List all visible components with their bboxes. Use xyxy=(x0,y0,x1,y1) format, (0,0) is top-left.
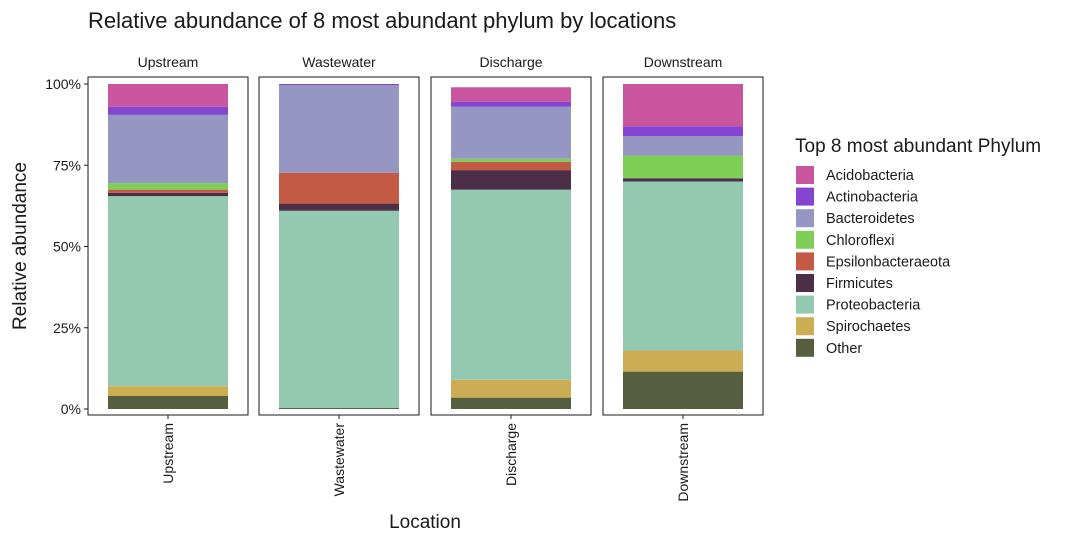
bar-segment-upstream-actinobacteria xyxy=(108,106,228,115)
bar-segment-downstream-acidobacteria xyxy=(623,84,743,127)
legend-swatch xyxy=(796,295,814,314)
bar-segment-downstream-proteobacteria xyxy=(623,181,743,351)
y-tick-label: 0% xyxy=(61,401,81,417)
facet-panel-discharge: Discharge Discharge xyxy=(430,54,592,486)
y-axis-label: Relative abundance xyxy=(10,162,31,330)
legend-item-firmicutes: Firmicutes xyxy=(796,274,893,292)
bar-segment-wastewater-actinobacteria xyxy=(279,84,399,85)
legend-item-spirochaetes: Spirochaetes xyxy=(796,317,911,336)
legend-swatch xyxy=(796,317,814,336)
legend-swatch xyxy=(796,338,814,357)
facet-panel-downstream: Downstream Downstream xyxy=(602,54,764,502)
legend: Top 8 most abundant Phylum Acidobacteria… xyxy=(795,136,1041,357)
facet-panel-wastewater: Wastewater Wastewater xyxy=(258,54,420,497)
bar-segment-discharge-actinobacteria xyxy=(451,101,571,107)
legend-label: Spirochaetes xyxy=(826,319,911,335)
legend-label: Bacteroidetes xyxy=(826,211,915,227)
legend-item-other: Other xyxy=(796,338,862,357)
bar-segment-discharge-acidobacteria xyxy=(451,87,571,102)
bar-segment-upstream-chloroflexi xyxy=(108,183,228,190)
legend-swatch xyxy=(796,166,814,184)
bar-segment-upstream-acidobacteria xyxy=(108,84,228,107)
x-tick-label-wastewater: Wastewater xyxy=(331,423,347,497)
bar-segment-downstream-spirochaetes xyxy=(623,350,743,372)
facet-label-downstream: Downstream xyxy=(644,54,723,70)
facet-panels: Upstream Upstream Wastewater Wastewater Disc… xyxy=(87,54,764,502)
facet-label-discharge: Discharge xyxy=(479,54,542,70)
bar-segment-discharge-other xyxy=(451,397,571,409)
y-tick-label: 100% xyxy=(45,76,81,92)
chart-title: Relative abundance of 8 most abundant ph… xyxy=(88,8,676,33)
legend-item-actinobacteria: Actinobacteria xyxy=(796,187,919,206)
x-tick-label-upstream: Upstream xyxy=(160,423,176,484)
bar-segment-discharge-spirochaetes xyxy=(451,379,571,398)
legend-item-bacteroidetes: Bacteroidetes xyxy=(796,209,915,228)
legend-swatch xyxy=(796,209,814,228)
legend-swatch xyxy=(796,187,814,206)
bar-segment-upstream-bacteroidetes xyxy=(108,114,228,184)
bar-segment-upstream-spirochaetes xyxy=(108,386,228,396)
legend-swatch xyxy=(796,274,814,292)
y-tick-label: 75% xyxy=(53,157,81,173)
legend-item-chloroflexi: Chloroflexi xyxy=(796,230,895,249)
bar-segment-upstream-firmicutes xyxy=(108,192,228,197)
x-tick-label-downstream: Downstream xyxy=(675,423,691,502)
bar-segment-upstream-epsilonbacteraeota xyxy=(108,189,228,193)
y-tick-label: 25% xyxy=(53,320,81,336)
x-axis-label: Location xyxy=(389,512,461,533)
bar-segment-downstream-bacteroidetes xyxy=(623,136,743,156)
bar-segment-discharge-proteobacteria xyxy=(451,189,571,380)
bar-segment-discharge-bacteroidetes xyxy=(451,106,571,159)
bar-segment-downstream-actinobacteria xyxy=(623,126,743,136)
bar-segment-wastewater-firmicutes xyxy=(279,203,399,211)
legend-label: Actinobacteria xyxy=(826,190,919,206)
legend-item-epsilonbacteraeota: Epsilonbacteraeota xyxy=(796,252,951,271)
bar-segment-downstream-firmicutes xyxy=(623,178,743,182)
legend-item-acidobacteria: Acidobacteria xyxy=(796,166,915,184)
bar-segment-wastewater-bacteroidetes xyxy=(279,84,399,173)
bar-segment-wastewater-epsilonbacteraeota xyxy=(279,172,399,204)
bar-segment-wastewater-proteobacteria xyxy=(279,210,399,409)
bar-segment-discharge-chloroflexi xyxy=(451,158,571,162)
legend-label: Acidobacteria xyxy=(826,168,915,184)
legend-label: Proteobacteria xyxy=(826,298,921,314)
bar-segment-downstream-chloroflexi xyxy=(623,155,743,179)
legend-label: Other xyxy=(826,341,862,357)
legend-swatch xyxy=(796,230,814,249)
facet-label-wastewater: Wastewater xyxy=(302,54,376,70)
bar-segment-discharge-epsilonbacteraeota xyxy=(451,162,571,171)
y-axis: 0% 25% 50% 75% 100% xyxy=(45,76,88,417)
legend-item-proteobacteria: Proteobacteria xyxy=(796,295,921,314)
bar-segment-discharge-firmicutes xyxy=(451,170,571,190)
legend-title: Top 8 most abundant Phylum xyxy=(795,136,1041,157)
facet-label-upstream: Upstream xyxy=(138,54,199,70)
legend-swatch xyxy=(796,252,814,271)
x-tick-label-discharge: Discharge xyxy=(503,423,519,486)
facet-panel-upstream: Upstream Upstream xyxy=(87,54,249,484)
bar-segment-upstream-other xyxy=(108,396,228,409)
bar-segment-downstream-other xyxy=(623,371,743,409)
bar-segment-upstream-proteobacteria xyxy=(108,196,228,387)
legend-label: Chloroflexi xyxy=(826,233,895,249)
bar-segment-wastewater-other xyxy=(279,408,399,409)
legend-label: Firmicutes xyxy=(826,276,893,292)
legend-label: Epsilonbacteraeota xyxy=(826,254,951,270)
y-tick-label: 50% xyxy=(53,239,81,255)
